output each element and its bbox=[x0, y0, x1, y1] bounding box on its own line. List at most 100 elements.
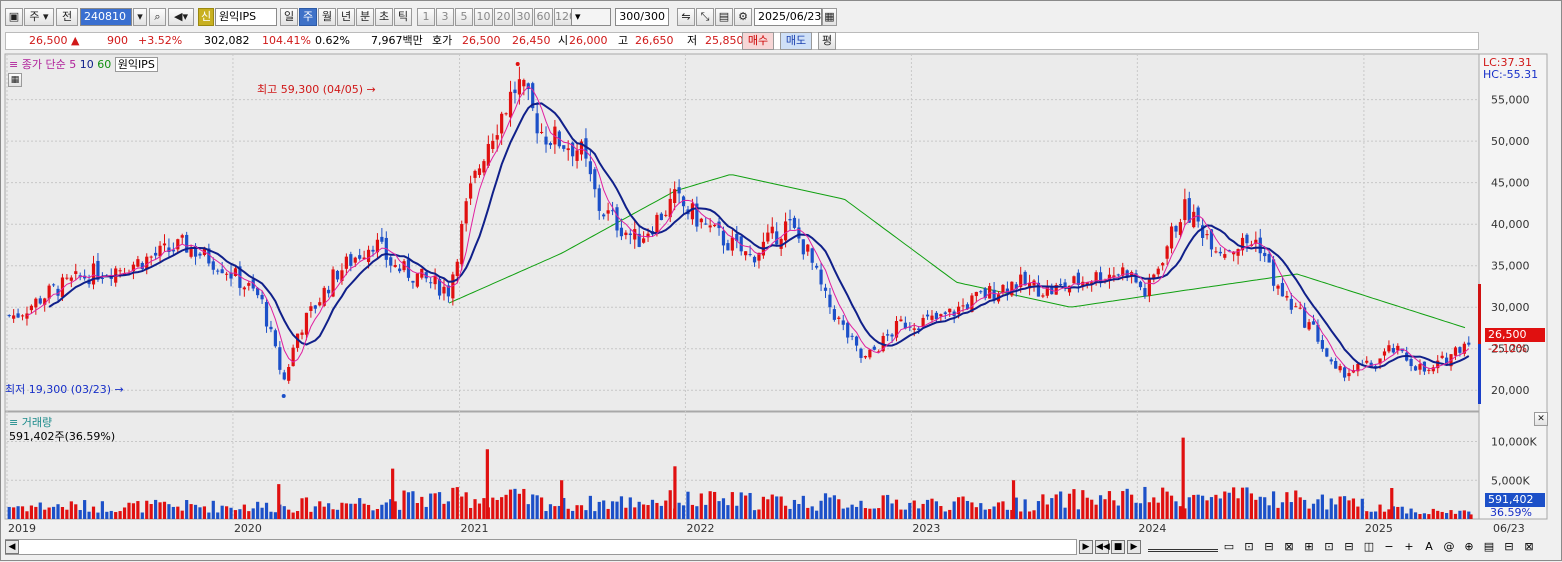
minus-icon[interactable]: − bbox=[1384, 540, 1394, 553]
compare-icon[interactable]: ⇋ bbox=[677, 8, 695, 26]
stop-icon[interactable]: ■ bbox=[1111, 540, 1125, 554]
zoom-fit-icon[interactable]: ⊡ bbox=[1244, 540, 1254, 553]
box-tool-icon[interactable]: ▭ bbox=[1223, 540, 1235, 553]
candle-body bbox=[295, 333, 300, 348]
candle-body bbox=[154, 252, 158, 256]
date-field[interactable]: 2025/06/23 bbox=[754, 8, 822, 26]
interval-120[interactable]: 120 bbox=[554, 8, 576, 26]
forward-icon[interactable]: ▶ bbox=[1127, 540, 1141, 554]
candle-body bbox=[1134, 273, 1138, 283]
x-tick-label: 2024 bbox=[1138, 522, 1166, 535]
candle-body bbox=[739, 236, 743, 252]
search-icon[interactable]: ⌕ bbox=[149, 8, 166, 26]
tab-초[interactable]: 초 bbox=[375, 8, 393, 26]
interval-30[interactable]: 30 bbox=[514, 8, 533, 26]
panel-collapse-icon[interactable]: ▦ bbox=[8, 73, 22, 87]
ma10-line bbox=[48, 102, 1470, 369]
settings-box-icon[interactable]: ⊠ bbox=[1524, 540, 1534, 553]
scroll-right-icon[interactable]: ▶ bbox=[1079, 540, 1093, 554]
interval-10[interactable]: 10 bbox=[474, 8, 493, 26]
volume-bar bbox=[442, 503, 446, 519]
volume-bar bbox=[522, 488, 526, 519]
tab-틱[interactable]: 틱 bbox=[394, 8, 412, 26]
stock-code-input[interactable]: 240810 bbox=[80, 8, 132, 26]
interval-1[interactable]: 1 bbox=[417, 8, 435, 26]
gear-icon[interactable]: ⚙ bbox=[734, 8, 752, 26]
candle-body bbox=[304, 312, 309, 335]
price-tick-label: 55,000 bbox=[1491, 94, 1530, 107]
save-icon[interactable]: ▤ bbox=[715, 8, 733, 26]
compress-icon[interactable]: ⊟ bbox=[1344, 540, 1354, 553]
interval-5[interactable]: 5 bbox=[455, 8, 473, 26]
candle-body bbox=[1378, 358, 1382, 364]
tab-주[interactable]: 주 bbox=[299, 8, 317, 26]
speaker-icon[interactable]: ◀▾ bbox=[168, 8, 194, 26]
at-tool-icon[interactable]: @ bbox=[1443, 540, 1455, 553]
volume-spike-bar bbox=[1181, 437, 1185, 519]
candle-body bbox=[1112, 275, 1116, 278]
interval-60[interactable]: 60 bbox=[534, 8, 553, 26]
rewind-icon[interactable]: ◀◀ bbox=[1095, 540, 1110, 554]
grid-icon[interactable]: ⊞ bbox=[1304, 540, 1314, 553]
fit-icon[interactable]: ⊡ bbox=[1324, 540, 1334, 553]
buy-button[interactable]: 매수 bbox=[742, 32, 774, 50]
candle-body bbox=[1289, 298, 1293, 310]
volume-bar bbox=[193, 504, 198, 519]
horizontal-scrollbar[interactable] bbox=[5, 539, 1077, 555]
chart-legend: ≡ 종가 단순 5 10 60 원익IPS bbox=[9, 56, 158, 72]
volume-bar bbox=[881, 495, 885, 519]
candle-body bbox=[726, 243, 730, 251]
volume-bar bbox=[1005, 509, 1009, 519]
volume-bar bbox=[912, 500, 916, 519]
volume-bar bbox=[1063, 507, 1067, 519]
volume-bar bbox=[1356, 506, 1360, 519]
eval-button[interactable]: 평 bbox=[818, 32, 836, 50]
tab-일[interactable]: 일 bbox=[280, 8, 298, 26]
panel-close-icon[interactable]: ✕ bbox=[1534, 412, 1548, 426]
tab-분[interactable]: 분 bbox=[356, 8, 374, 26]
volume-bar bbox=[256, 501, 260, 519]
crosshair-icon[interactable]: ⤡ bbox=[696, 8, 714, 26]
candle-body bbox=[965, 304, 970, 310]
candle-body bbox=[1276, 285, 1280, 289]
candle-body bbox=[677, 187, 681, 194]
scroll-left-icon[interactable]: ◀ bbox=[5, 540, 19, 554]
zoom-box-icon[interactable]: ⊠ bbox=[1284, 540, 1294, 553]
calendar-icon[interactable]: ▦ bbox=[822, 8, 837, 26]
volume-bar bbox=[349, 503, 353, 519]
volume-bar bbox=[344, 503, 348, 519]
candle-body bbox=[1431, 367, 1435, 372]
period-select[interactable]: 주 ▾ bbox=[24, 8, 54, 26]
zoom-slider[interactable] bbox=[1148, 542, 1218, 552]
zoom-out-box-icon[interactable]: ⊟ bbox=[1264, 540, 1274, 553]
volume-bar bbox=[1294, 490, 1298, 519]
candle-body bbox=[939, 314, 943, 317]
layout-icon[interactable]: ▣ bbox=[5, 8, 23, 26]
candle-body bbox=[233, 268, 238, 276]
target-icon[interactable]: ⊕ bbox=[1464, 540, 1474, 553]
candle-body bbox=[832, 309, 836, 320]
layers-icon[interactable]: ⊟ bbox=[1504, 540, 1514, 553]
interval-3[interactable]: 3 bbox=[436, 8, 454, 26]
candle-body bbox=[349, 254, 353, 266]
tab-월[interactable]: 월 bbox=[318, 8, 336, 26]
text-tool-icon[interactable]: A bbox=[1425, 540, 1433, 553]
hoga-ask: 26,500 bbox=[462, 34, 501, 47]
interval-dropdown[interactable]: ▾ bbox=[571, 8, 611, 26]
count-field[interactable]: 300/300 bbox=[615, 8, 669, 26]
new-badge: 신 bbox=[198, 8, 214, 26]
split-icon[interactable]: ◫ bbox=[1363, 540, 1375, 553]
interval-20[interactable]: 20 bbox=[494, 8, 513, 26]
chevron-down-icon[interactable]: ▾ bbox=[133, 8, 147, 26]
mode-select[interactable]: 전 bbox=[56, 8, 78, 26]
candle-body bbox=[934, 312, 939, 320]
candle-body bbox=[810, 248, 814, 263]
sell-button[interactable]: 매도 bbox=[780, 32, 812, 50]
candle-body bbox=[247, 283, 251, 286]
tab-년[interactable]: 년 bbox=[337, 8, 355, 26]
stock-name-field[interactable]: 원익IPS bbox=[215, 8, 277, 26]
candle-body bbox=[269, 326, 273, 330]
table-icon[interactable]: ▤ bbox=[1483, 540, 1495, 553]
plus-icon[interactable]: + bbox=[1404, 540, 1414, 553]
